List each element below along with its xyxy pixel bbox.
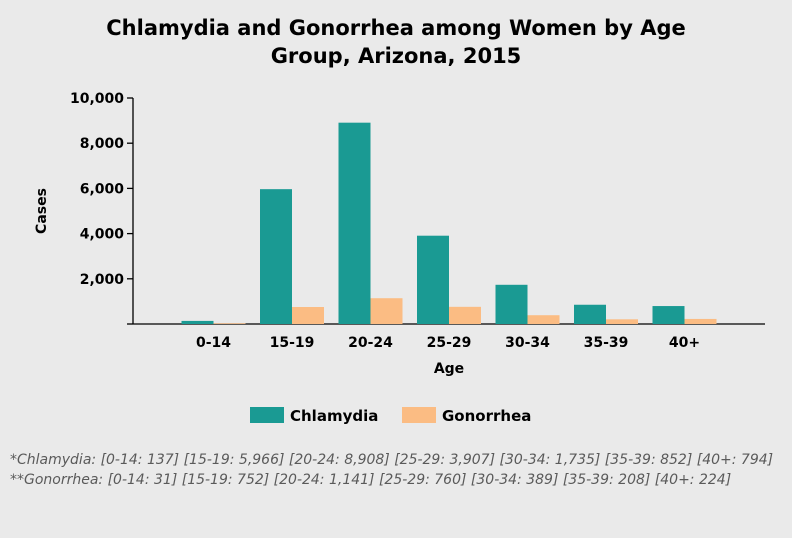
bar-gonorrhea-35-39 bbox=[606, 319, 638, 324]
bar-chlamydia-20-24 bbox=[338, 122, 371, 324]
bar-chlamydia-25-29 bbox=[417, 235, 449, 324]
footnote: *Chlamydia: [0-14: 137] [15-19: 5,966] [… bbox=[10, 450, 780, 490]
y-tick-label: 2,000 bbox=[80, 272, 125, 288]
bar-gonorrhea-25-29 bbox=[449, 306, 481, 324]
x-tick-label: 0-14 bbox=[196, 335, 231, 351]
bar-chlamydia-30-34 bbox=[495, 284, 528, 324]
y-tick-label: 4,000 bbox=[80, 227, 125, 243]
x-tick-label: 30-34 bbox=[505, 335, 550, 351]
y-tick-label: 8,000 bbox=[80, 136, 125, 152]
bar-gonorrhea-15-19 bbox=[292, 307, 324, 324]
chart-title-line-2: Group, Arizona, 2015 bbox=[271, 44, 522, 68]
y-tick-label: 10,000 bbox=[70, 91, 124, 107]
x-tick-label: 15-19 bbox=[270, 335, 315, 351]
legend: Chlamydia Gonorrhea bbox=[250, 407, 531, 425]
footnote-chlamydia: *Chlamydia: [0-14: 137] [15-19: 5,966] [… bbox=[10, 452, 774, 468]
legend-label-chlamydia: Chlamydia bbox=[290, 407, 378, 425]
x-axis-label: Age bbox=[434, 361, 464, 377]
legend-label-gonorrhea: Gonorrhea bbox=[442, 407, 531, 425]
bar-gonorrhea-20-24 bbox=[370, 298, 403, 324]
bar-chlamydia-35-39 bbox=[574, 304, 606, 324]
y-tick-label: 6,000 bbox=[80, 181, 125, 197]
y-axis-label: Cases bbox=[34, 188, 50, 234]
bar-chlamydia-15-19 bbox=[260, 189, 292, 324]
bar-chlamydia-40+ bbox=[652, 306, 685, 324]
bar-gonorrhea-40+ bbox=[684, 318, 717, 324]
bar-chlamydia-0-14 bbox=[181, 320, 214, 324]
x-tick-label: 25-29 bbox=[427, 335, 472, 351]
x-tick-label: 40+ bbox=[669, 335, 700, 351]
bar-gonorrhea-0-14 bbox=[213, 323, 246, 324]
chart-title-line-1: Chlamydia and Gonorrhea among Women by A… bbox=[106, 16, 685, 40]
x-tick-label: 20-24 bbox=[348, 335, 393, 351]
plot-area: 2,000 4,000 6,000 8,000 10,000 0-14 15-19 20-24… bbox=[70, 91, 765, 351]
x-tick-label: 35-39 bbox=[584, 335, 629, 351]
legend-swatch-gonorrhea bbox=[402, 407, 436, 423]
bar-gonorrhea-30-34 bbox=[527, 315, 560, 324]
legend-swatch-chlamydia bbox=[250, 407, 284, 423]
footnote-gonorrhea: **Gonorrhea: [0-14: 31] [15-19: 752] [20… bbox=[10, 472, 732, 488]
